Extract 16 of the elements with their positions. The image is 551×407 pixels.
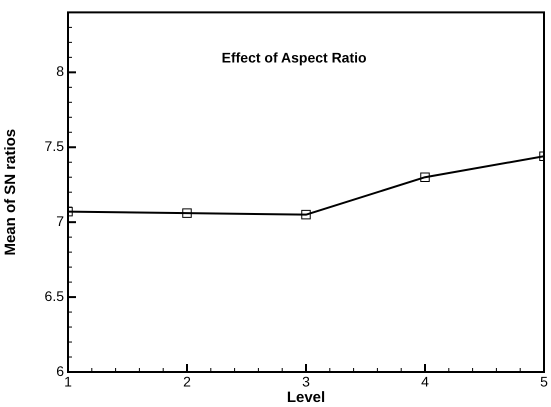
y-tick-label: 7: [56, 213, 64, 230]
y-tick-label: 8: [56, 63, 64, 80]
y-tick-label: 6: [56, 362, 64, 379]
x-tick-label: 1: [64, 373, 72, 390]
text: Effect of Aspect Ratio: [222, 49, 367, 66]
x-tick-label: 4: [421, 373, 430, 390]
y-tick-label: 7.5: [44, 138, 64, 154]
x-tick-label: 3: [302, 373, 310, 390]
x-tick-label: 2: [183, 373, 192, 390]
y-tick-label: 6.5: [44, 288, 64, 304]
x-tick-label: 5: [540, 373, 548, 390]
point: [301, 210, 311, 220]
y-axis-title: Mean of SN ratios: [2, 128, 20, 256]
point: [182, 208, 192, 218]
x-axis-title: Level: [286, 389, 326, 406]
point: [420, 172, 430, 182]
